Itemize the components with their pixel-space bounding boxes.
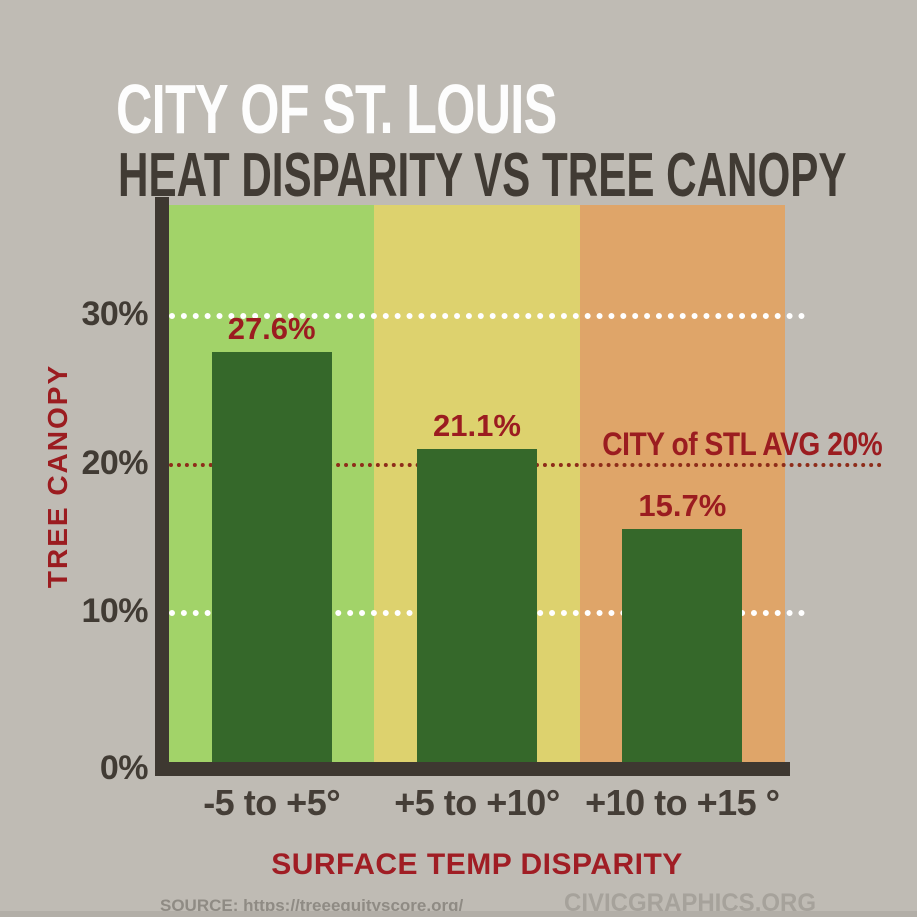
gridline-30pct	[169, 313, 805, 320]
bar-value-label: 27.6%	[227, 311, 316, 347]
y-tick-label: 20%	[81, 443, 148, 482]
bottom-edge-strip	[0, 911, 917, 917]
x-tick-label: +10 to +15 °	[585, 782, 780, 823]
bar--5 to +5°	[211, 352, 332, 762]
bar-value-label: 21.1%	[433, 407, 521, 443]
x-tick-label: +5 to +10°	[394, 782, 560, 823]
bar-+5 to +10°	[417, 448, 537, 762]
y-axis-line	[155, 197, 169, 776]
chart-title: CITY OF ST. LOUIS	[116, 70, 557, 148]
x-axis-line	[155, 762, 790, 776]
y-axis-title: TREE CANOPY	[42, 363, 73, 589]
chart-subtitle: HEAT DISPARITY VS TREE CANOPY	[118, 141, 847, 210]
x-axis-title: SURFACE TEMP DISPARITY	[271, 848, 683, 881]
bar-+10 to +15 °	[622, 528, 743, 762]
source-credit: SOURCE: https://treeequityscore.org/	[160, 896, 464, 915]
y-tick-label: 0%	[99, 749, 149, 787]
y-tick-label: 10%	[81, 592, 148, 631]
avg-reference-label: CITY of STL AVG 20%	[601, 425, 883, 462]
bar-value-label: 15.7%	[638, 487, 727, 523]
x-tick-label: -5 to +5°	[203, 782, 341, 823]
y-tick-label: 30%	[81, 295, 148, 334]
